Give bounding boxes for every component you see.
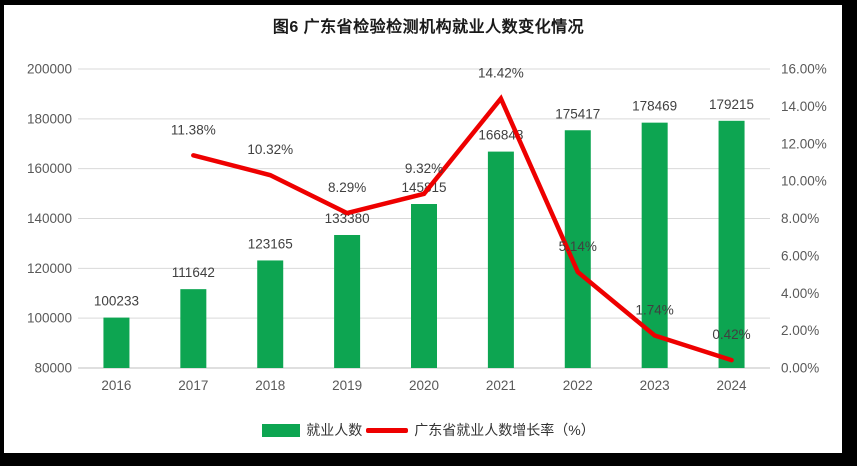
x-axis-category-label: 2021 [486,378,516,393]
line-point-label: 10.32% [247,142,293,157]
bar-value-label: 179215 [709,97,754,112]
x-axis-category-label: 2024 [717,378,748,393]
left-axis-tick-label: 160000 [27,161,72,176]
left-axis-tick-label: 140000 [27,211,72,226]
bar-2019 [334,234,361,368]
line-point-label: 9.32% [405,161,443,176]
bar-value-label: 133380 [325,211,370,226]
line-point-label: 1.74% [636,302,674,317]
left-axis-tick-label: 80000 [34,361,72,376]
line-point-label: 14.42% [478,66,524,81]
x-axis-category-label: 2022 [563,378,593,393]
x-axis-category-label: 2016 [101,378,131,393]
right-axis-tick-label: 8.00% [781,211,819,226]
right-axis-tick-label: 14.00% [781,99,827,114]
x-axis-category-label: 2017 [178,378,208,393]
bar-value-label: 166848 [478,128,523,143]
bar-2023 [641,122,668,368]
bar-2018 [257,260,284,368]
line-point-label: 5.14% [559,239,597,254]
bar-value-label: 145815 [401,180,446,195]
chart-legend: 就业人数 广东省就业人数增长率（%） [0,420,857,440]
left-axis-tick-label: 180000 [27,111,72,126]
left-axis-tick-label: 120000 [27,261,72,276]
left-axis-tick-label: 200000 [27,62,72,77]
bar-value-label: 175417 [555,106,600,121]
chart-title: 图6 广东省检验检测机构就业人数变化情况 [272,19,585,36]
line-series-swatch-icon [366,427,409,433]
left-axis-tick-label: 100000 [27,311,72,326]
legend-label-growth-rate: 广东省就业人数增长率（%） [414,422,595,438]
line-point-label: 0.42% [712,327,750,342]
bar-value-label: 111642 [172,265,215,280]
x-axis-category-label: 2020 [409,378,439,393]
right-axis-tick-label: 10.00% [781,174,827,189]
legend-label-employment: 就业人数 [306,422,363,438]
bar-2020 [411,204,437,368]
right-axis-tick-label: 0.00% [781,361,819,376]
right-axis-tick-label: 6.00% [781,248,819,263]
bar-2021 [487,151,514,368]
growth-rate-line [191,94,734,363]
bar-2016 [103,317,130,368]
x-axis-category-label: 2018 [255,378,285,393]
line-point-label: 11.38% [171,122,216,137]
legend-item-growth-rate: 广东省就业人数增长率（%） [366,420,595,440]
right-axis-tick-label: 4.00% [781,286,819,301]
bar-series-swatch-icon [262,423,301,437]
bar-value-label: 178469 [632,99,677,114]
bar-value-label: 100233 [94,294,139,309]
bar-2024 [718,120,745,368]
x-axis-category-label: 2019 [332,378,362,393]
bar-value-label: 123165 [248,236,293,251]
right-axis-tick-label: 16.00% [781,62,827,77]
line-point-label: 8.29% [328,180,366,195]
right-axis-tick-label: 2.00% [781,323,819,338]
x-axis-category-label: 2023 [640,378,670,393]
right-axis-tick-label: 12.00% [781,136,827,151]
bar-2017 [180,289,207,368]
legend-item-employment: 就业人数 [262,420,362,440]
